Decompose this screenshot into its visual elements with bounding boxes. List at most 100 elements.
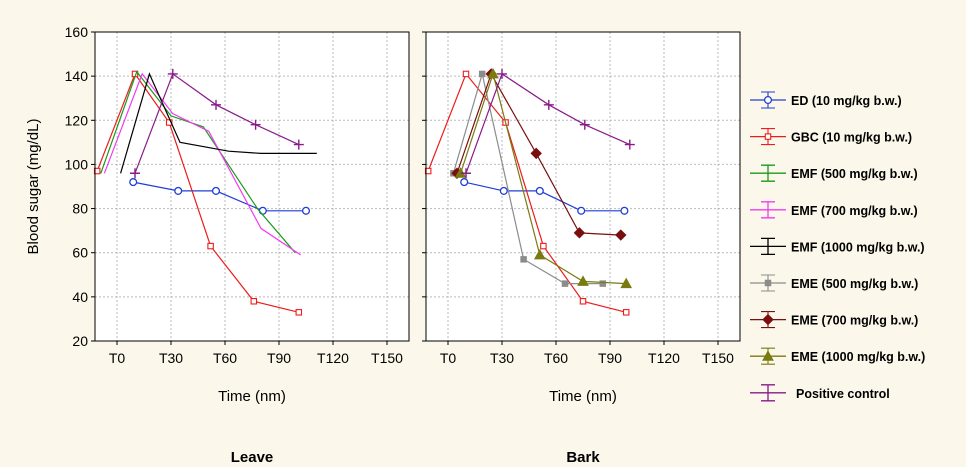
data-point (535, 186, 544, 195)
data-point (487, 67, 499, 79)
data-point (499, 186, 508, 195)
data-point (258, 206, 267, 215)
data-point (579, 298, 587, 305)
data-point (543, 99, 554, 110)
x-tick-label: T150 (702, 350, 734, 366)
data-point (207, 242, 214, 250)
data-point (295, 309, 303, 316)
legend-item: ED (10 mg/kg b.w.) (750, 91, 902, 109)
x-tick-label: T0 (109, 350, 126, 366)
x-tick-label: T90 (267, 350, 291, 366)
series-line (120, 72, 317, 174)
data-point (130, 168, 140, 179)
data-point (174, 186, 183, 195)
legend-label: GBC (10 mg/kg b.w.) (791, 131, 912, 145)
y-axis-label: Blood sugar (mg/dL) (25, 119, 42, 255)
legend-label: EMF (500 mg/kg b.w.) (791, 167, 918, 181)
data-point (620, 277, 633, 289)
data-point (497, 68, 507, 79)
data-point (573, 227, 586, 239)
data-point (250, 119, 261, 130)
data-point (301, 206, 311, 215)
legend-item: EME (700 mg/kg b.w.) (750, 311, 918, 329)
legend-label: EMF (1000 mg/kg b.w.) (791, 240, 925, 254)
y-tick-label: 140 (65, 68, 89, 84)
data-point (577, 275, 589, 286)
series-eme-1000-mg-kg-b-w- (454, 67, 633, 289)
series-line (427, 72, 627, 313)
legend-marker (762, 313, 774, 326)
data-point (620, 206, 629, 215)
data-point (211, 99, 221, 110)
data-point (478, 70, 486, 78)
x-tick-label: T90 (598, 350, 622, 366)
data-point (165, 119, 173, 126)
x-tick-label: T30 (490, 350, 514, 366)
panel-leave: 20 40 60 80 100 120 140 160 T0 T30 T60 T90 T120 T150 T… (65, 24, 410, 466)
plot-area (426, 32, 740, 341)
legend-label: EME (700 mg/kg b.w.) (791, 314, 918, 328)
panel-title: Bark (566, 449, 600, 466)
data-point (540, 242, 547, 250)
panel-title: Leave (231, 449, 274, 466)
legend-marker (762, 350, 774, 361)
series-positive-control (130, 68, 304, 179)
legend-item: GBC (10 mg/kg b.w.) (750, 128, 912, 146)
y-tick-label: 120 (65, 112, 89, 128)
legend-label: EME (1000 mg/kg b.w.) (791, 350, 925, 364)
data-point (533, 248, 546, 260)
plot-frame (425, 31, 741, 342)
x-tick-label: T30 (159, 350, 183, 366)
data-point (577, 206, 586, 215)
legend-errorbar (761, 237, 775, 256)
data-point (561, 280, 569, 287)
panel-bark: T0 T30 T60 T90 T120 T150 Time (nm) Bark (422, 31, 741, 466)
legend-label: ED (10 mg/kg b.w.) (791, 94, 902, 108)
data-point (520, 256, 527, 263)
x-tick-label: T120 (648, 350, 680, 366)
x-tick-label: T120 (317, 350, 349, 366)
data-point (293, 139, 304, 150)
x-tick-label: T0 (440, 350, 457, 366)
plot-frame (94, 31, 410, 342)
legend-label: EMF (700 mg/kg b.w.) (791, 204, 918, 218)
series-eme-700-mg-kg-b-w- (451, 68, 627, 241)
data-point (167, 68, 178, 79)
y-tick-label: 80 (72, 201, 88, 217)
data-point (460, 178, 469, 187)
data-point (129, 178, 138, 187)
data-point (622, 309, 630, 316)
y-tick-label: 160 (65, 24, 89, 40)
y-tick-label: 60 (72, 245, 88, 261)
x-tick-label: T150 (371, 350, 403, 366)
data-point (599, 280, 607, 287)
x-axis-label: Time (nm) (218, 388, 286, 405)
series-line (103, 72, 301, 256)
data-point (461, 168, 471, 179)
y-tick-label: 20 (72, 333, 88, 349)
data-point (462, 70, 470, 78)
data-point (579, 119, 590, 130)
data-point (615, 229, 627, 241)
legend-errorbar (761, 201, 775, 219)
legend-item: Positive control (750, 384, 890, 402)
legend-errorbar (761, 164, 775, 182)
legend-item: EME (1000 mg/kg b.w.) (750, 347, 925, 365)
plot-area (95, 32, 409, 341)
data-point (250, 298, 258, 305)
y-tick-label: 100 (65, 156, 89, 172)
legend-item: EME (500 mg/kg b.w.) (750, 274, 918, 292)
legend-marker (764, 133, 772, 140)
series-gbc-10-mg-kg-b-w- (93, 70, 303, 316)
legend-errorbar (761, 384, 775, 402)
legend-item: EMF (1000 mg/kg b.w.) (750, 237, 925, 256)
series-positive-control (461, 68, 635, 179)
legend-label: EME (500 mg/kg b.w.) (791, 277, 918, 291)
legend-label: Positive control (796, 387, 890, 401)
series-ed-10-mg-kg-b-w- (460, 178, 629, 215)
legend-item: EMF (500 mg/kg b.w.) (750, 164, 918, 182)
legend-marker (763, 95, 773, 105)
series-emf-700-mg-kg-b-w- (103, 72, 301, 256)
series-line (96, 72, 299, 313)
